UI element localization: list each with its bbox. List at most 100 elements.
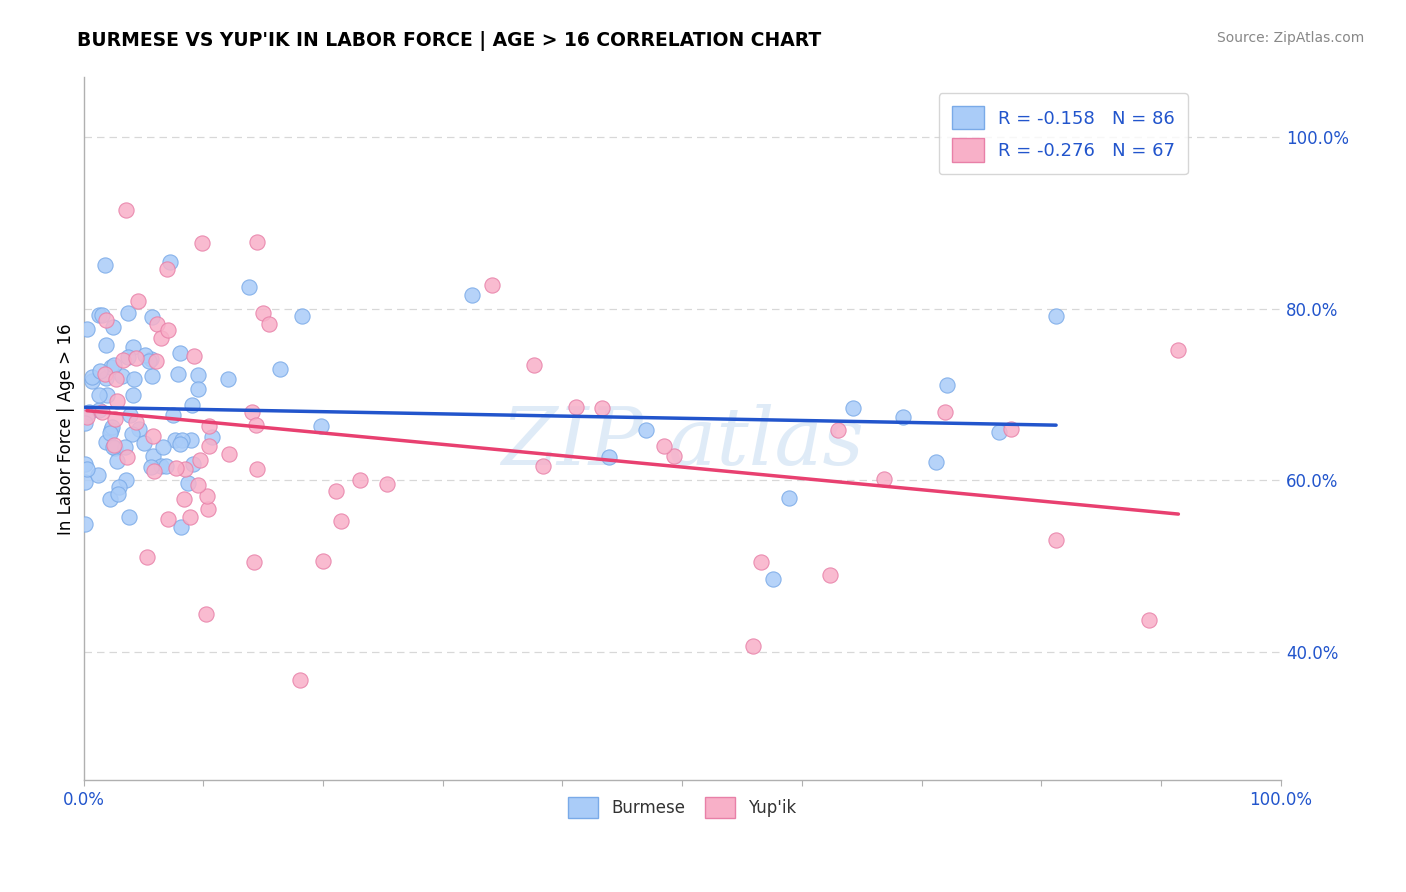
Burmese bbox=[461, 288, 484, 302]
Yup'ik bbox=[243, 555, 266, 569]
Yup'ik bbox=[197, 502, 219, 516]
Yup'ik bbox=[103, 412, 125, 426]
Burmese bbox=[75, 475, 97, 490]
Yup'ik bbox=[330, 514, 353, 528]
Yup'ik bbox=[1167, 343, 1189, 357]
Burmese bbox=[73, 417, 96, 431]
Burmese bbox=[167, 367, 190, 381]
Burmese bbox=[163, 434, 186, 448]
Yup'ik bbox=[115, 450, 138, 464]
Text: BURMESE VS YUP'IK IN LABOR FORCE | AGE > 16 CORRELATION CHART: BURMESE VS YUP'IK IN LABOR FORCE | AGE >… bbox=[77, 31, 821, 51]
Yup'ik bbox=[749, 555, 772, 569]
Yup'ik bbox=[112, 352, 135, 367]
Burmese bbox=[91, 308, 114, 322]
Burmese bbox=[75, 516, 97, 531]
Yup'ik bbox=[194, 607, 217, 622]
Yup'ik bbox=[1045, 533, 1067, 547]
Yup'ik bbox=[179, 510, 201, 524]
Burmese bbox=[762, 572, 785, 586]
Burmese bbox=[118, 510, 141, 524]
Burmese bbox=[269, 361, 291, 376]
Yup'ik bbox=[173, 491, 195, 506]
Yup'ik bbox=[188, 452, 211, 467]
Yup'ik bbox=[104, 372, 127, 386]
Burmese bbox=[134, 435, 156, 450]
Burmese bbox=[842, 401, 865, 415]
Yup'ik bbox=[742, 640, 765, 654]
Yup'ik bbox=[257, 317, 280, 331]
Burmese bbox=[141, 310, 163, 325]
Burmese bbox=[114, 440, 136, 454]
Yup'ik bbox=[174, 462, 197, 476]
Yup'ik bbox=[156, 323, 179, 337]
Yup'ik bbox=[103, 438, 125, 452]
Burmese bbox=[96, 371, 118, 385]
Yup'ik bbox=[157, 512, 180, 526]
Yup'ik bbox=[165, 461, 187, 475]
Yup'ik bbox=[191, 235, 214, 250]
Burmese bbox=[100, 360, 122, 375]
Burmese bbox=[82, 374, 104, 388]
Burmese bbox=[89, 364, 111, 378]
Burmese bbox=[104, 441, 127, 455]
Yup'ik bbox=[218, 447, 240, 461]
Burmese bbox=[170, 520, 193, 534]
Burmese bbox=[309, 419, 332, 434]
Burmese bbox=[107, 454, 129, 468]
Burmese bbox=[82, 370, 104, 384]
Burmese bbox=[94, 338, 117, 352]
Burmese bbox=[180, 433, 202, 447]
Burmese bbox=[217, 371, 239, 385]
Yup'ik bbox=[564, 400, 586, 414]
Burmese bbox=[152, 440, 174, 454]
Legend: Burmese, Yup'ik: Burmese, Yup'ik bbox=[561, 790, 803, 825]
Yup'ik bbox=[349, 473, 371, 487]
Yup'ik bbox=[145, 317, 167, 331]
Burmese bbox=[987, 425, 1010, 440]
Y-axis label: In Labor Force | Age > 16: In Labor Force | Age > 16 bbox=[58, 323, 75, 534]
Yup'ik bbox=[145, 354, 167, 368]
Yup'ik bbox=[96, 313, 118, 327]
Burmese bbox=[100, 423, 122, 437]
Burmese bbox=[162, 408, 184, 422]
Burmese bbox=[138, 353, 160, 368]
Burmese bbox=[122, 372, 145, 386]
Burmese bbox=[122, 387, 145, 401]
Yup'ik bbox=[195, 489, 218, 503]
Yup'ik bbox=[183, 349, 205, 363]
Burmese bbox=[87, 402, 110, 417]
Burmese bbox=[187, 382, 209, 396]
Yup'ik bbox=[827, 423, 849, 437]
Yup'ik bbox=[290, 673, 312, 687]
Burmese bbox=[94, 434, 117, 449]
Burmese bbox=[122, 340, 145, 354]
Burmese bbox=[96, 387, 118, 401]
Burmese bbox=[149, 459, 172, 474]
Burmese bbox=[101, 319, 124, 334]
Yup'ik bbox=[325, 483, 347, 498]
Burmese bbox=[187, 368, 209, 382]
Yup'ik bbox=[125, 351, 148, 365]
Burmese bbox=[142, 449, 165, 463]
Burmese bbox=[107, 487, 129, 501]
Burmese bbox=[1045, 309, 1067, 323]
Yup'ik bbox=[654, 439, 676, 453]
Burmese bbox=[181, 398, 204, 412]
Yup'ik bbox=[664, 449, 686, 463]
Burmese bbox=[118, 408, 141, 422]
Yup'ik bbox=[90, 404, 112, 418]
Burmese bbox=[935, 378, 957, 392]
Burmese bbox=[121, 426, 143, 441]
Burmese bbox=[238, 280, 260, 294]
Yup'ik bbox=[127, 294, 149, 309]
Yup'ik bbox=[246, 462, 269, 476]
Burmese bbox=[76, 462, 98, 476]
Burmese bbox=[115, 473, 138, 487]
Burmese bbox=[111, 369, 134, 384]
Yup'ik bbox=[143, 464, 166, 478]
Burmese bbox=[170, 433, 193, 447]
Burmese bbox=[181, 458, 204, 472]
Text: Source: ZipAtlas.com: Source: ZipAtlas.com bbox=[1216, 31, 1364, 45]
Burmese bbox=[155, 459, 177, 474]
Yup'ik bbox=[197, 419, 219, 434]
